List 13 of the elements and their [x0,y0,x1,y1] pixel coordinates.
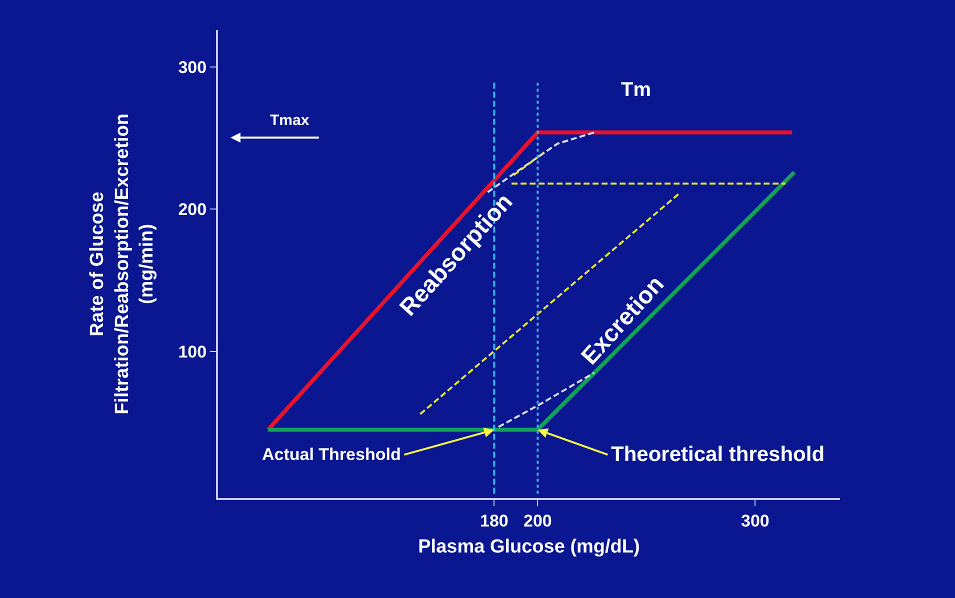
x-axis-title: Plasma Glucose (mg/dL) [418,536,640,558]
annotation: Tmax [270,112,310,129]
y-tick-label: 100 [178,342,207,362]
y-tick-label: 200 [178,200,207,220]
y-axis-title: Rate of Glucose Filtration/Reabsorption/Excretion (mg/min) [87,114,158,414]
x-tick-label: 300 [740,511,770,530]
y-tick-label: 300 [178,58,207,77]
annotation: Actual Threshold [262,445,401,464]
x-tick-label: 200 [524,511,552,530]
annotation: Theoretical threshold [611,443,825,466]
x-tick-label: 180 [480,511,508,530]
annotation: Tm [621,79,651,101]
line-series [486,131,596,194]
